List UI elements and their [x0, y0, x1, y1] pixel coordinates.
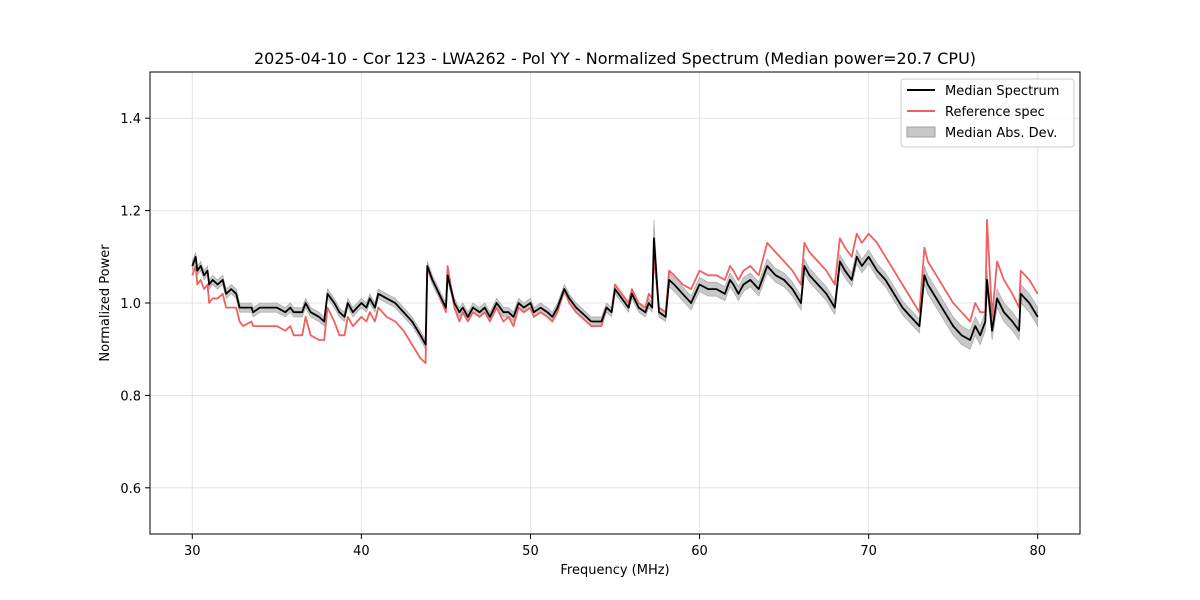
chart-title: 2025-04-10 - Cor 123 - LWA262 - Pol YY -…: [254, 49, 976, 68]
x-axis-ticks: 30 40 50 60 70 80: [184, 534, 1046, 559]
x-tick-label: 80: [1029, 544, 1046, 559]
legend-label-reference: Reference spec: [945, 105, 1045, 120]
y-tick-label: 1.2: [120, 205, 141, 220]
y-tick-label: 1.0: [120, 297, 141, 312]
reference-spec-line: [191, 218, 1039, 364]
y-axis-label: Normalized Power: [98, 244, 113, 362]
y-tick-label: 0.8: [120, 389, 141, 404]
x-tick-label: 30: [184, 544, 201, 559]
legend: Median Spectrum Reference spec Median Ab…: [900, 78, 1075, 148]
y-axis-ticks: 0.6 0.8 1.0 1.2 1.4: [120, 112, 150, 497]
legend-label-median: Median Spectrum: [945, 84, 1059, 99]
x-tick-label: 60: [691, 544, 708, 559]
legend-swatch-mad: [906, 126, 936, 138]
y-tick-label: 0.6: [120, 482, 141, 497]
legend-box: [900, 78, 1075, 148]
grid: [150, 72, 1080, 534]
median-spectrum-line: [191, 237, 1039, 346]
series-lines-layer: [191, 218, 1039, 364]
x-tick-label: 70: [860, 544, 877, 559]
x-axis-label: Frequency (MHz): [560, 563, 669, 578]
x-tick-label: 50: [522, 544, 539, 559]
x-tick-label: 40: [353, 544, 370, 559]
legend-label-mad: Median Abs. Dev.: [945, 126, 1057, 141]
y-tick-label: 1.4: [120, 112, 141, 127]
